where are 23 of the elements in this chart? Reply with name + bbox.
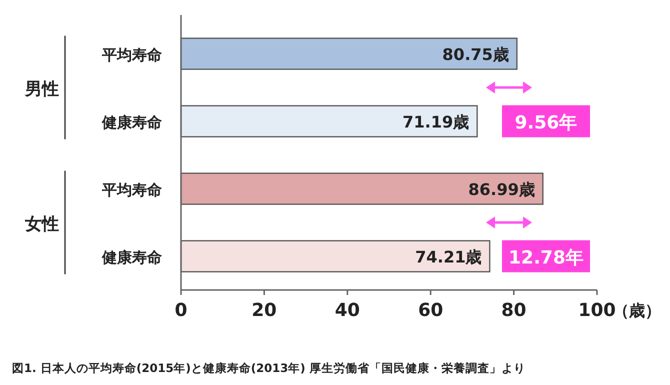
- caption: 図1. 日本人の平均寿命(2015年)と健康寿命(2013年) 厚生労働省「国民健康・栄養調査」より: [12, 361, 526, 375]
- text: 男性: [24, 80, 59, 100]
- annotation: 9.56年: [514, 112, 578, 134]
- bar: 86.99歳: [180, 172, 544, 205]
- data-label: 71.19歳: [402, 112, 470, 132]
- y-tick-label: 健康寿命: [101, 113, 163, 132]
- text: 女性: [24, 214, 59, 234]
- annotation: 12.78年: [508, 247, 584, 268]
- data-label: 74.21歳: [415, 247, 482, 266]
- x-tick-label: 40: [334, 300, 360, 321]
- data-label: 80.75歳: [442, 44, 509, 64]
- x-tick-label: 80: [501, 300, 526, 321]
- bar: 74.21歳: [180, 240, 490, 272]
- bar: 71.19歳: [180, 105, 478, 138]
- x-tick-label: 0: [174, 300, 188, 321]
- y-tick-label: 平均寿命: [101, 46, 163, 64]
- bar: 80.75歳: [180, 38, 518, 70]
- x-tick-label: 100: [578, 300, 616, 321]
- data-label: 86.99歳: [468, 180, 535, 199]
- y-tick-label: 健康寿命: [101, 248, 163, 266]
- x-tick-label: 60: [418, 300, 444, 321]
- y-tick-label: 平均寿命: [101, 180, 163, 199]
- x-tick-label: 20: [252, 300, 277, 321]
